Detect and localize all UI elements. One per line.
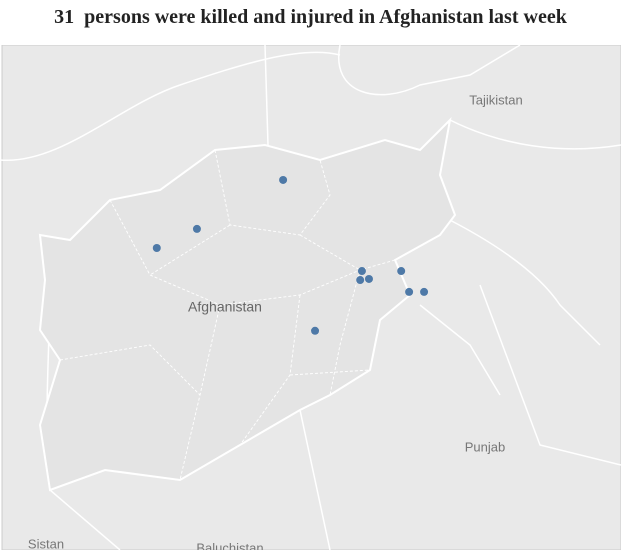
province-border — [109, 199, 396, 306]
province-borders — [59, 149, 396, 481]
region-label: Tajikistan — [469, 92, 522, 107]
map-title: 31 persons were killed and injured in Af… — [54, 6, 567, 28]
border — [264, 45, 521, 146]
incident-point[interactable] — [152, 244, 161, 253]
afghanistan-outline — [38, 117, 457, 492]
incident-point[interactable] — [420, 287, 429, 296]
incident-point[interactable] — [279, 175, 288, 184]
incident-point[interactable] — [311, 326, 320, 335]
incident-point[interactable] — [397, 267, 406, 276]
region-label: Sistan — [28, 536, 64, 550]
region-label: Afghanistan — [188, 299, 262, 315]
region-label: Punjab — [465, 439, 505, 454]
incident-point[interactable] — [192, 224, 201, 233]
incident-point[interactable] — [364, 274, 373, 283]
border — [439, 119, 621, 466]
region-label: Baluchistan — [196, 540, 263, 550]
border — [0, 51, 341, 161]
province-border — [149, 149, 361, 276]
map: Tajikistan Afghanistan Punjab Sistan Bal… — [0, 45, 621, 550]
incident-point[interactable] — [356, 276, 365, 285]
incident-point[interactable] — [405, 287, 414, 296]
incident-point[interactable] — [357, 267, 366, 276]
province-border — [59, 344, 371, 396]
